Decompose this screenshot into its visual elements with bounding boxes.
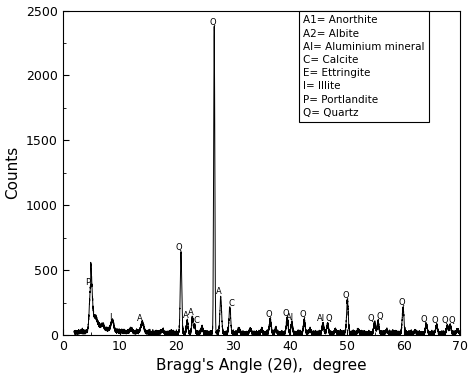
Text: Q: Q bbox=[299, 310, 306, 319]
Text: C: C bbox=[228, 299, 235, 308]
Text: Q: Q bbox=[448, 316, 455, 325]
Text: Q: Q bbox=[368, 314, 374, 323]
Text: Q: Q bbox=[176, 243, 182, 252]
Text: Q: Q bbox=[431, 316, 438, 325]
Text: Q: Q bbox=[326, 314, 333, 323]
Text: Q: Q bbox=[282, 309, 289, 318]
Text: Al: Al bbox=[286, 313, 294, 322]
Text: Q: Q bbox=[442, 316, 448, 325]
Text: Q: Q bbox=[376, 312, 383, 321]
Text: Q: Q bbox=[398, 298, 405, 307]
Text: I: I bbox=[109, 313, 111, 322]
Text: A: A bbox=[182, 311, 188, 320]
Text: Q: Q bbox=[342, 291, 349, 300]
Y-axis label: Counts: Counts bbox=[6, 146, 20, 199]
Text: Q: Q bbox=[209, 19, 216, 27]
Text: P: P bbox=[85, 278, 90, 287]
Text: Q: Q bbox=[420, 315, 427, 324]
X-axis label: Bragg's Angle (2θ),  degree: Bragg's Angle (2θ), degree bbox=[156, 359, 367, 373]
Text: C: C bbox=[193, 316, 199, 325]
Text: A: A bbox=[188, 308, 193, 317]
Text: A: A bbox=[137, 314, 143, 323]
Text: A: A bbox=[216, 287, 222, 296]
Text: Q: Q bbox=[265, 310, 272, 319]
Text: Al: Al bbox=[317, 314, 325, 323]
Text: A1= Anorthite
A2= Albite
Al= Aluminium mineral
C= Calcite
E= Ettringite
I= Illit: A1= Anorthite A2= Albite Al= Aluminium m… bbox=[303, 16, 425, 118]
